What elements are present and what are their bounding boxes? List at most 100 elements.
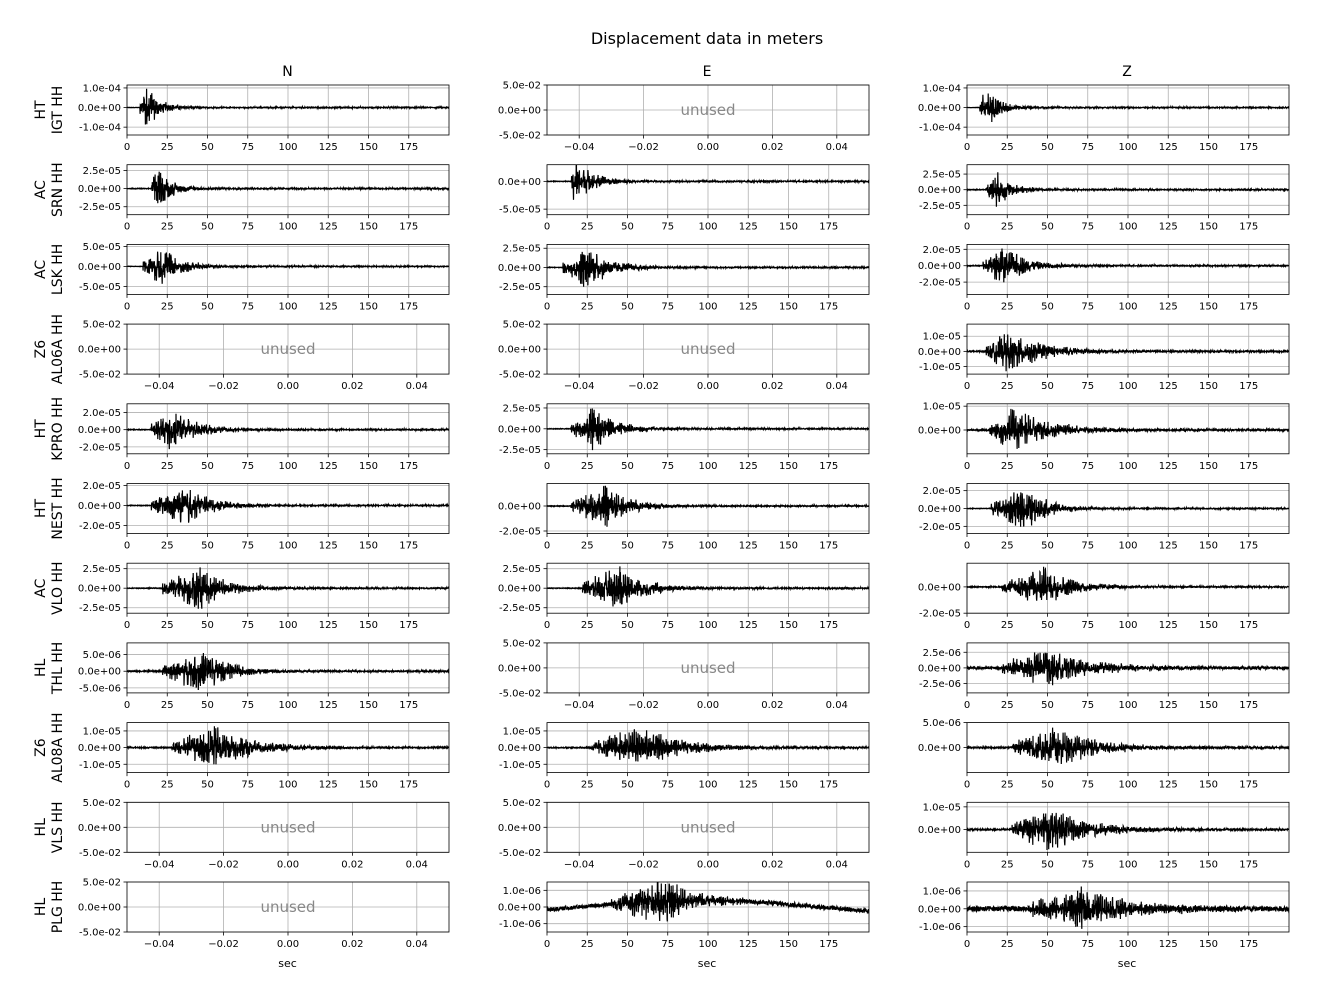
panel-e-row5: 0 25 50 75 100 125 150 175 2.5e-05 0.0e+00 -2.5e-0… bbox=[498, 403, 870, 472]
x-tick-label: 150 bbox=[359, 541, 378, 552]
x-tick-label: 50 bbox=[1041, 700, 1054, 711]
waveform-trace bbox=[547, 164, 869, 200]
panel-frame bbox=[966, 164, 1290, 216]
y-tick-label: 0.0e+00 bbox=[918, 261, 961, 272]
x-tick-label: 125 bbox=[1159, 381, 1178, 392]
y-tick-label: -2.5e-05 bbox=[79, 202, 121, 213]
waveform-trace bbox=[967, 172, 1289, 207]
panel-e-row11: 0 25 50 75 100 125 150 175 1.0e-06 0.0e+00 -1.0e-0… bbox=[498, 881, 870, 950]
x-tick-label: 125 bbox=[739, 461, 758, 472]
x-tick-label: 50 bbox=[201, 780, 214, 791]
x-tick-label: 75 bbox=[241, 301, 254, 312]
y-tick-label: 2.0e-05 bbox=[83, 408, 121, 419]
x-tick-label: 125 bbox=[739, 939, 758, 950]
x-tick-label: −0.04 bbox=[144, 859, 175, 870]
y-tick-label: 0.0e+00 bbox=[78, 184, 121, 195]
y-tick-label: 1.0e-06 bbox=[923, 886, 961, 897]
row-label-network: HT bbox=[33, 499, 49, 519]
x-tick-label: 0 bbox=[964, 301, 970, 312]
waveform-trace bbox=[967, 886, 1289, 929]
x-tick-label: 0.04 bbox=[406, 939, 428, 950]
x-tick-label: 175 bbox=[399, 461, 418, 472]
x-tick-label: 125 bbox=[319, 620, 338, 631]
x-tick-label: 50 bbox=[621, 222, 634, 233]
panel-frame bbox=[966, 84, 1290, 136]
x-tick-label: 0.02 bbox=[761, 381, 783, 392]
panel-e-row4: −0.04 −0.02 0.00 0.02 0.04 5.0e-02 0.0e+00 -5.0… bbox=[498, 320, 870, 392]
x-tick-label: 50 bbox=[621, 939, 634, 950]
x-tick-label: 0 bbox=[544, 301, 550, 312]
y-tick-label: 0.0e+00 bbox=[78, 345, 121, 356]
panel-e-row6: 0 25 50 75 100 125 150 175 0.0e+00 -2.0e-05 bbox=[498, 483, 870, 552]
panel-frame bbox=[546, 881, 870, 933]
x-tick-label: 125 bbox=[739, 301, 758, 312]
panel-grid: HT IGT HH0 25 50 75 100 125 150 1751.0e-040.0e+0… bbox=[33, 81, 1290, 950]
x-tick-label: 150 bbox=[359, 222, 378, 233]
x-tick-label: 0 bbox=[964, 939, 970, 950]
panel-frame bbox=[126, 722, 450, 773]
x-tick-label: 175 bbox=[399, 301, 418, 312]
x-tick-label: 150 bbox=[779, 301, 798, 312]
x-tick-label: 25 bbox=[161, 541, 174, 552]
y-tick-label: -2.0e-05 bbox=[919, 609, 961, 620]
figure-title: Displacement data in meters bbox=[591, 29, 823, 48]
x-tick-label: 0 bbox=[544, 461, 550, 472]
panel-frame bbox=[126, 403, 450, 455]
x-tick-label: 0 bbox=[544, 222, 550, 233]
panel-frame bbox=[546, 403, 870, 455]
panel-n-row7: 0 25 50 75 100 125 150 175 2.5e-05 0.0e+00 -2.5e-0… bbox=[78, 562, 450, 631]
x-tick-label: 150 bbox=[1199, 700, 1218, 711]
panel-e-row3: 0 25 50 75 100 125 150 175 2.5e-05 0.0e+00 -2.5e-0… bbox=[498, 244, 870, 312]
y-tick-label: -2.5e-05 bbox=[499, 282, 541, 293]
x-tick-label: 125 bbox=[319, 222, 338, 233]
row-label-station: KPRO HH bbox=[50, 397, 66, 461]
x-tick-label: 125 bbox=[1159, 461, 1178, 472]
x-tick-label: 50 bbox=[621, 461, 634, 472]
panel-frame bbox=[966, 801, 1290, 853]
x-tick-label: 75 bbox=[241, 222, 254, 233]
x-tick-label: 100 bbox=[278, 301, 297, 312]
x-tick-label: 150 bbox=[779, 620, 798, 631]
x-tick-label: 50 bbox=[1041, 222, 1054, 233]
x-tick-label: 150 bbox=[779, 780, 798, 791]
y-tick-label: -2.0e-05 bbox=[499, 527, 541, 538]
y-tick-label: 0.0e+00 bbox=[78, 584, 121, 595]
panel-n-row8: 0 25 50 75 100 125 150 175 5.0e-06 0.0e+00 -5.0e-0… bbox=[78, 642, 450, 711]
x-tick-label: 50 bbox=[201, 620, 214, 631]
x-tick-label: 150 bbox=[359, 301, 378, 312]
panel-frame bbox=[966, 243, 1290, 295]
panel-z-row10: 0 25 50 75 100 125 150 175 1.0e-05 0.0e+00 bbox=[918, 801, 1290, 870]
x-tick-label: 150 bbox=[779, 541, 798, 552]
waveform-trace bbox=[547, 251, 869, 287]
x-tick-label: 175 bbox=[399, 780, 418, 791]
x-tick-label: 50 bbox=[1041, 859, 1054, 870]
y-tick-label: 5.0e-02 bbox=[503, 798, 541, 809]
x-tick-label: 0.02 bbox=[341, 939, 363, 950]
panel-z-row7: 0 25 50 75 100 125 150 175 0.0e+00 -2.0e-05 bbox=[918, 562, 1290, 631]
panel-frame bbox=[966, 323, 1290, 375]
y-tick-label: 0.0e+00 bbox=[918, 825, 961, 836]
y-tick-label: 0.0e+00 bbox=[78, 667, 121, 678]
x-tick-label: 25 bbox=[581, 301, 594, 312]
x-tick-label: 175 bbox=[1239, 301, 1258, 312]
x-tick-label: 125 bbox=[319, 780, 338, 791]
x-tick-label: 100 bbox=[1118, 700, 1137, 711]
panel-z-row8: 0 25 50 75 100 125 150 175 2.5e-06 0.0e+00 -2.5e-0… bbox=[918, 642, 1290, 711]
x-tick-label: 150 bbox=[779, 939, 798, 950]
unused-label: unused bbox=[260, 340, 315, 358]
y-tick-label: -1.0e-06 bbox=[499, 919, 541, 930]
row-label-station: LSK HH bbox=[50, 244, 66, 295]
x-tick-label: 50 bbox=[1041, 620, 1054, 631]
panel-frame bbox=[546, 562, 870, 614]
x-tick-label: −0.04 bbox=[144, 939, 175, 950]
y-tick-label: 0.0e+00 bbox=[918, 663, 961, 674]
x-tick-label: 25 bbox=[161, 222, 174, 233]
y-tick-label: 2.5e-06 bbox=[923, 648, 961, 659]
x-tick-label: 50 bbox=[201, 541, 214, 552]
y-tick-label: -2.5e-05 bbox=[499, 603, 541, 614]
row-label-network: HL bbox=[33, 898, 49, 917]
panel-e-row8: −0.04 −0.02 0.00 0.02 0.04 5.0e-02 0.0e+00 -5.0… bbox=[498, 638, 870, 711]
x-tick-label: 150 bbox=[1199, 620, 1218, 631]
x-tick-label: 0 bbox=[544, 939, 550, 950]
